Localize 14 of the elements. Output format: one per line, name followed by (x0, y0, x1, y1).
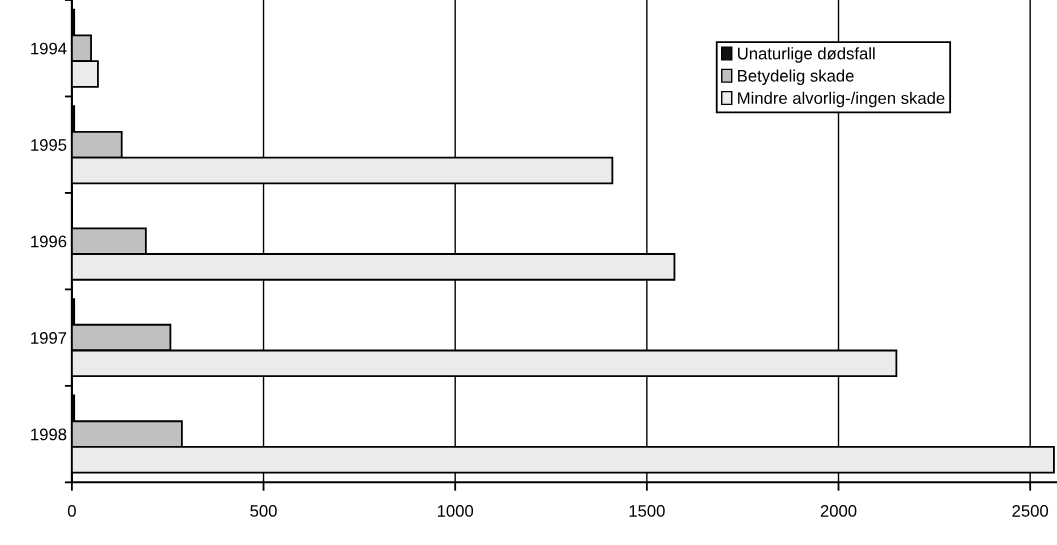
x-tick-label: 2500 (1012, 504, 1049, 517)
x-tick-label: 0 (67, 504, 76, 517)
y-tick-label: 1996 (31, 235, 67, 248)
legend-label: Unaturlige dødsfall (738, 47, 875, 63)
x-tick-label: 1000 (437, 504, 474, 517)
x-tick-label: 1500 (629, 504, 665, 517)
legend-label: Betydelig skade (738, 69, 854, 86)
y-tick-label: 1998 (31, 428, 67, 441)
legend-label: Mindre alvorlig-/ingen skade (738, 91, 945, 108)
y-tick-label: 1994 (31, 42, 67, 55)
x-tick-label: 2000 (820, 504, 857, 517)
x-tick-label: 500 (250, 504, 277, 517)
y-tick-label: 1995 (31, 139, 67, 151)
y-tick-label: 1997 (31, 332, 67, 344)
